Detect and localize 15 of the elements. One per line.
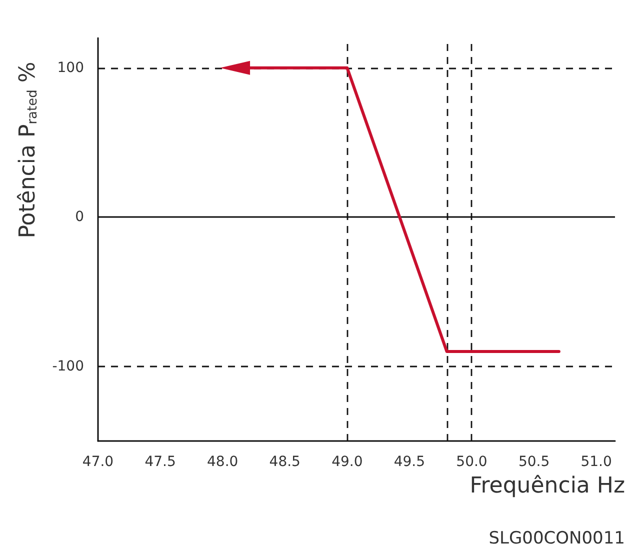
text: SLG00CON0011 <box>488 528 626 548</box>
x-tick-label: 49.0 <box>332 454 363 470</box>
y-axis-title: Potência Prated % <box>16 62 40 238</box>
x-tick-label: 49.5 <box>394 454 426 470</box>
x-axis-title: Frequência Hz <box>470 474 625 498</box>
x-tick-label: 48.5 <box>269 454 300 470</box>
y-tick-label: 100 <box>57 60 84 76</box>
x-tick-label: 47.5 <box>144 454 176 470</box>
x-tick-label: 50.0 <box>456 454 488 470</box>
x-tick-label: 50.5 <box>518 454 550 470</box>
x-tick-label: 48.0 <box>206 454 238 470</box>
x-tick-label: 51.0 <box>580 454 612 470</box>
y-tick-label: 0 <box>75 209 84 226</box>
x-tick-label: 47.0 <box>82 454 114 470</box>
y-tick-label: -100 <box>52 358 84 374</box>
